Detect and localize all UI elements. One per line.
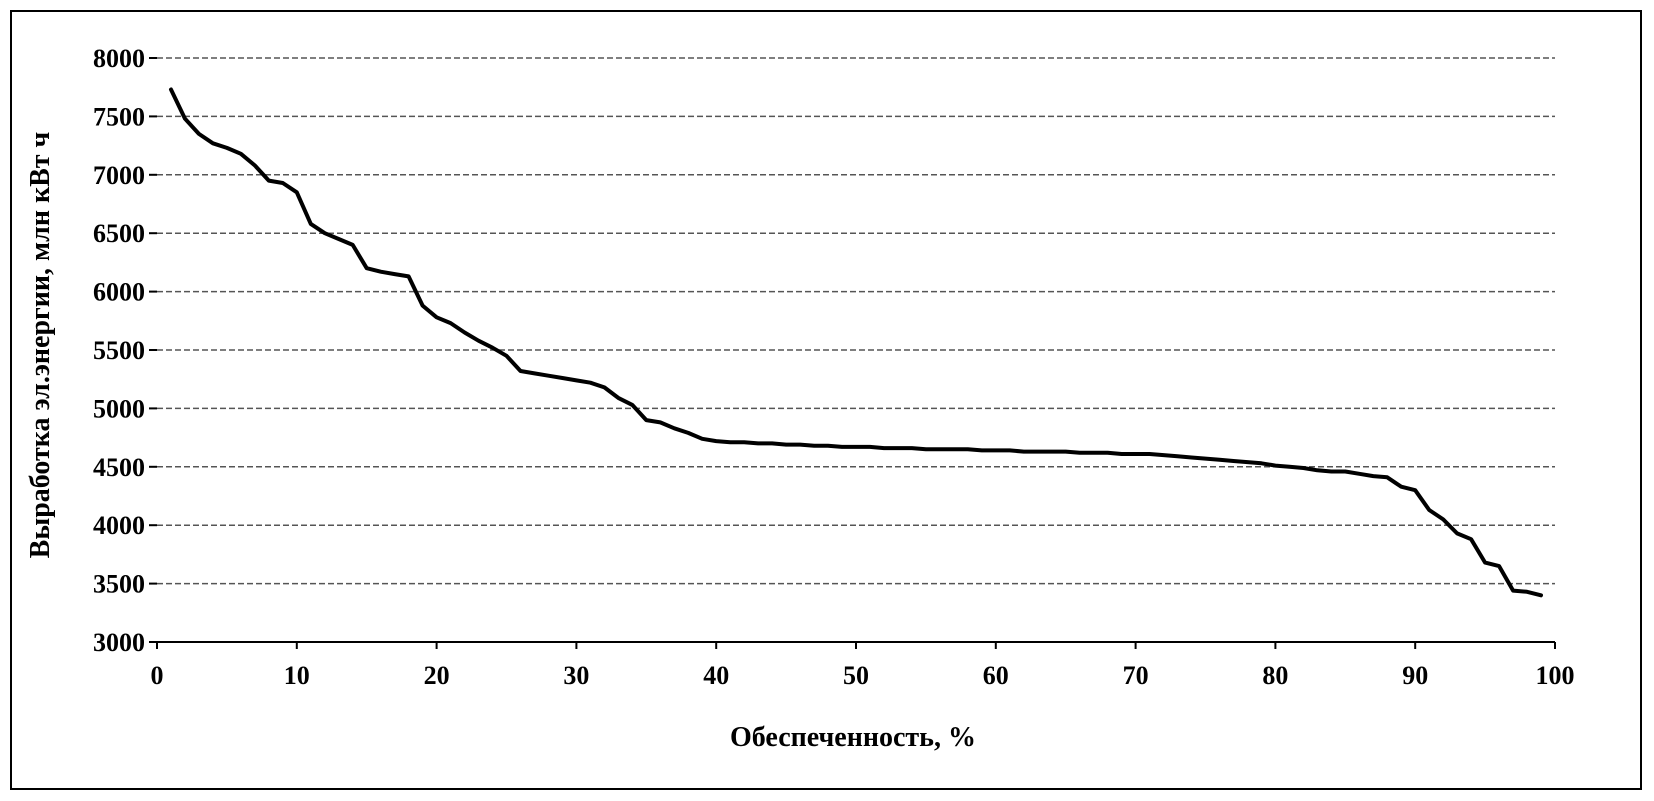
x-tick-label: 30 xyxy=(563,661,589,690)
series-line-0 xyxy=(169,87,1543,598)
x-tick-label: 90 xyxy=(1402,661,1428,690)
x-tick-label: 0 xyxy=(151,661,164,690)
x-tick-label: 70 xyxy=(1123,661,1149,690)
y-axis-label: Выработка эл.энергии, млн кВт ч xyxy=(25,131,56,558)
gridlines xyxy=(157,57,1555,643)
x-tick-label: 40 xyxy=(703,661,729,690)
y-tick-label: 8000 xyxy=(93,44,145,73)
x-tick-label: 10 xyxy=(284,661,310,690)
y-tick-label: 4500 xyxy=(93,453,145,482)
x-tick-label: 80 xyxy=(1262,661,1288,690)
y-tick-label: 7000 xyxy=(93,161,145,190)
y-tick-label: 3000 xyxy=(93,628,145,657)
y-tick-label: 7500 xyxy=(93,102,145,131)
y-tick-label: 6500 xyxy=(93,219,145,248)
x-tick-label: 100 xyxy=(1536,661,1575,690)
x-axis-ticks: 0 10 20 30 40 50 60 70 80 90 100 xyxy=(151,641,1575,690)
series-group xyxy=(169,87,1543,598)
y-tick-label: 5500 xyxy=(93,336,145,365)
y-tick-label: 4000 xyxy=(93,511,145,540)
chart-frame xyxy=(10,10,1642,790)
x-tick-label: 60 xyxy=(983,661,1009,690)
y-tick-label: 6000 xyxy=(93,278,145,307)
y-axis-ticks: 3000 3500 4000 4500 5000 5500 6000 6500 7000 7500… xyxy=(93,44,157,657)
x-tick-label: 20 xyxy=(424,661,450,690)
x-axis-label: Обеспеченность, % xyxy=(730,722,976,753)
y-tick-label: 3500 xyxy=(93,570,145,599)
y-tick-label: 5000 xyxy=(93,394,145,423)
x-tick-label: 50 xyxy=(843,661,869,690)
